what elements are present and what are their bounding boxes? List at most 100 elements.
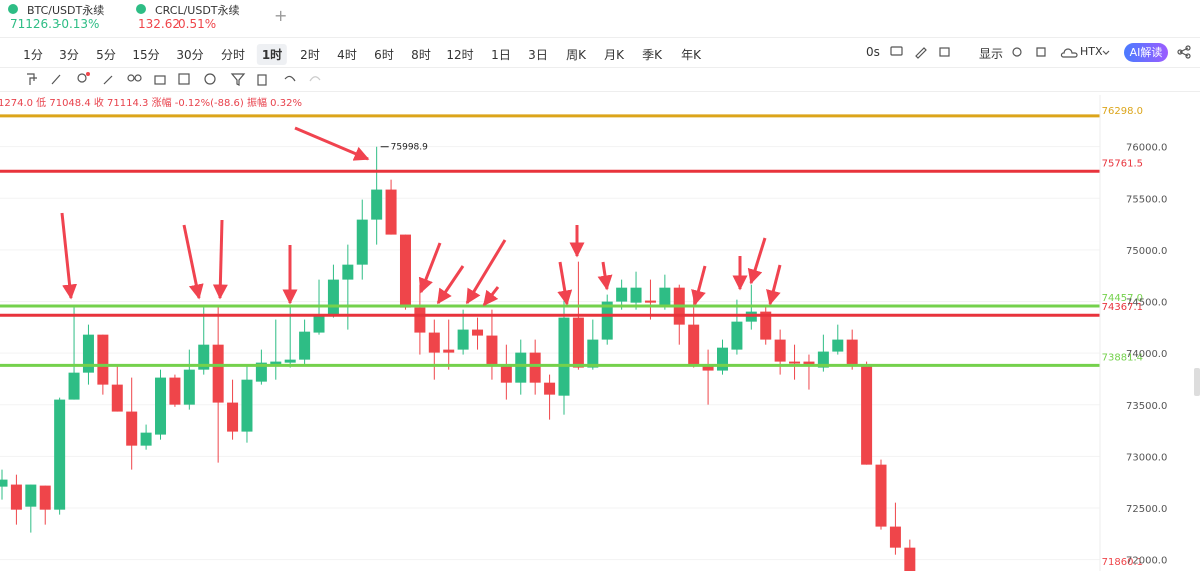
candle-body [601,301,613,340]
candle-body [472,329,484,336]
y-tick-label: 73000.0 [1126,452,1167,463]
candle-body [529,352,541,383]
candle-body [327,279,339,316]
candle-body [789,361,801,364]
timeframe-option[interactable]: 30分 [176,48,204,62]
candle-body [140,432,152,446]
candle-body [126,411,138,446]
candle-body [889,526,901,548]
y-tick-label: 72500.0 [1126,504,1167,515]
candle-body [817,351,829,368]
candle-body [241,379,253,432]
timeframe-option[interactable]: 15分 [132,48,160,62]
candle-body [731,321,743,350]
tab-price: 132.62 [138,17,180,31]
countdown: 0s [866,45,880,59]
candle-body [111,384,123,412]
display-button[interactable]: 显示 [979,47,1004,61]
candle-body [688,324,700,365]
candle-body [313,315,325,333]
candle-body [457,329,469,350]
timeframe-option[interactable]: 周K [566,48,586,62]
candle-body [846,339,858,365]
candle-body [832,339,844,352]
timeframe-option[interactable]: 6时 [374,48,394,62]
level-label: 75761.5 [1102,158,1143,169]
timeframe-option[interactable]: 5分 [96,48,116,62]
timeframe-option[interactable]: 年K [681,48,701,62]
drawing-toolbar [0,67,1200,92]
timeframe-option[interactable]: 1分 [23,48,43,62]
tab-symbol[interactable]: BTC/USDT永续 [27,4,105,17]
timeframe-bar [0,37,1200,68]
candle-body [486,335,498,365]
candle-body [904,547,916,571]
candle-body [803,361,815,366]
timeframe-option[interactable]: 月K [604,48,624,62]
candle-body [558,317,570,396]
exchange-select[interactable]: HTX [1080,45,1103,58]
candle-body [82,334,94,373]
candle-body [356,219,368,265]
candle-body [875,464,887,527]
candle-body [10,484,22,510]
candle-body [270,361,282,365]
timeframe-option[interactable]: 3分 [59,48,79,62]
tab-change: 0.51% [178,17,217,31]
candle-body [68,372,80,400]
timeframe-option[interactable]: 12时 [446,48,474,62]
candle-body [443,349,455,353]
level-label: 73881.4 [1102,352,1143,363]
candle-body [227,402,239,432]
tab-bar [0,0,1200,38]
add-tab[interactable]: + [274,6,288,25]
tab-price: 71126.3 [10,17,60,31]
candle-body [25,484,37,507]
candle-body [155,377,167,435]
timeframe-option[interactable]: 3日 [528,48,548,62]
ai-button[interactable]: AI解读 [1124,43,1168,62]
candle-body [702,364,714,371]
candle-body [54,399,66,510]
candle-body [717,347,728,371]
candle-body [169,377,181,405]
candle-body [371,189,383,220]
candle-body [399,234,411,308]
annotation-arrows [60,126,782,307]
timeframe-option[interactable]: 1日 [491,48,511,62]
candle-body [0,479,8,487]
candle-body [760,311,772,340]
last-price-label: 71860.1 [1102,557,1143,568]
toolbar-icons [8,4,1191,86]
timeframe-option[interactable]: 季K [642,48,662,62]
candle-body [544,382,556,395]
candle-body [342,264,354,280]
level-label: 74457.0 [1102,293,1143,304]
tab-change: -0.13% [57,17,100,31]
y-tick-label: 74000.0 [1126,349,1167,360]
ohlc-info: 1274.0 低 71048.4 收 71114.3 涨幅 -0.12%(-88… [0,98,302,109]
tab-symbol[interactable]: CRCL/USDT永续 [155,4,240,17]
candle-body [587,339,599,368]
candle-body [284,359,296,363]
candle-body [97,334,109,385]
candle-body [630,287,642,303]
candle-body [183,369,195,405]
candle-body [255,362,267,382]
candle-body [198,344,210,370]
candle-body [414,307,426,333]
candle-body [212,344,224,403]
y-tick-label: 74500.0 [1126,298,1167,309]
timeframe-option[interactable]: 2时 [300,48,320,62]
timeframe-option[interactable]: 1时 [256,44,288,65]
scroll-handle[interactable] [1194,368,1200,396]
level-label: 74367.1 [1102,302,1143,313]
candle-body [644,300,656,303]
candle-body [299,331,311,360]
candle-body [861,364,873,465]
timeframe-option[interactable]: 8时 [411,48,431,62]
timeframe-option[interactable]: 4时 [337,48,357,62]
timeframe-option[interactable]: 分时 [220,48,246,62]
